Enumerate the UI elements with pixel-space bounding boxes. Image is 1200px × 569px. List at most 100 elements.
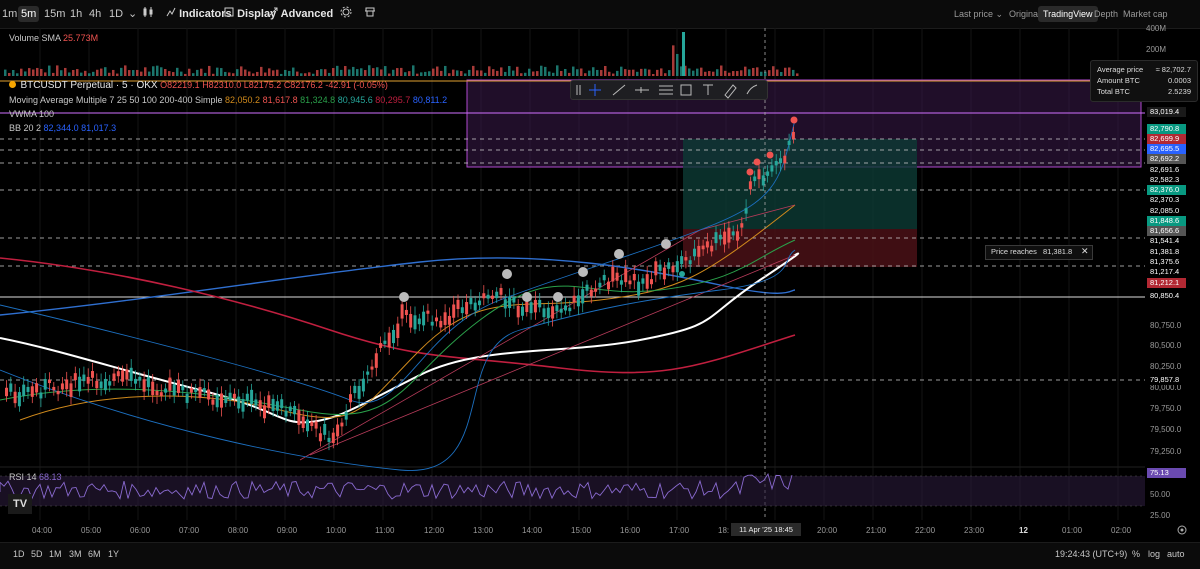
ma-legend[interactable]: Moving Average Multiple 7 25 50 100 200-… [9,95,448,105]
candle-body [228,392,232,400]
price-label: 81,541.4 [1147,236,1186,246]
volume-bar [344,66,347,76]
auto-toggle[interactable]: auto [1167,549,1185,559]
volume-bar [620,66,623,76]
volume-bar [596,69,599,76]
candle-body [396,323,400,339]
settings-gear-icon[interactable] [340,6,352,22]
time-tick: 21:00 [866,526,887,535]
volume-bar [536,71,539,76]
view-market-cap[interactable]: Market cap [1123,9,1168,19]
range-3m[interactable]: 3M [69,549,82,559]
candle-body [684,257,688,261]
candle-body [740,223,744,228]
percent-toggle[interactable]: % [1132,549,1141,559]
candle-body [731,231,735,236]
candle-body [224,397,228,403]
volume-bar [648,69,651,76]
range-6m[interactable]: 6M [88,549,101,559]
time-tick: 18: [718,526,730,535]
bb-legend[interactable]: BB 20 2 82,344.0 81,017.3 [9,123,117,133]
timeframe-4h[interactable]: 4h [89,8,102,20]
timeframe-1d[interactable]: 1D [109,8,124,20]
timeframe-1m[interactable]: 1m [2,8,18,20]
candle-body [748,181,752,190]
volume-bar [340,69,343,76]
close-icon[interactable]: ✕ [1081,246,1089,256]
view-original[interactable]: Original [1009,9,1041,19]
time-tick: 17:00 [669,526,690,535]
volume-bar [516,66,519,76]
time-tick: 15:00 [571,526,592,535]
volume-bar [124,65,127,76]
last-price-selector[interactable]: Last price ⌄ [954,9,1004,19]
template-icon[interactable] [364,6,376,22]
volume-legend[interactable]: Volume SMA 25.773M [9,33,99,43]
volume-bar [684,65,687,76]
candle-body [779,158,782,164]
candle-body [757,169,761,180]
chart-settings-icon[interactable] [1176,524,1188,536]
volume-bar [724,70,727,76]
range-1y[interactable]: 1Y [108,549,120,559]
candle-body [766,171,770,176]
volume-bar [280,73,283,76]
candle-body [60,383,64,390]
timeframe-15m[interactable]: 15m [44,8,66,20]
volume-bar [364,70,367,76]
candle-body [82,374,86,382]
log-toggle[interactable]: log [1148,549,1161,559]
view-tradingview[interactable]: TradingView [1038,6,1098,22]
volume-bar [356,69,359,76]
volume-bar [260,66,263,76]
candle-body [783,155,787,164]
volume-bar [588,70,591,76]
price-tick: 80,000.0 [1150,383,1182,392]
buy-marker [679,271,685,277]
price-label: 82,376.0 [1147,185,1186,195]
fib-icon [659,85,673,95]
candle-body [615,272,619,281]
candle-body [512,296,516,303]
candle-body [336,424,340,437]
candle-body [288,406,292,412]
candle-body [138,376,142,381]
volume-bar [592,67,595,76]
candle-body [142,379,146,392]
timeframe-5m[interactable]: 5m [18,6,40,22]
volume-bar [616,70,619,76]
candle-body [701,245,705,250]
volume-bar [552,72,555,76]
candlesticks [5,126,795,451]
volume-bar [476,70,479,76]
candle-body [5,387,8,397]
long-position-profit-zone [683,139,917,229]
range-5d[interactable]: 5D [31,549,43,559]
range-1m[interactable]: 1M [49,549,62,559]
candle-body [675,261,679,273]
display-button[interactable]: Display [224,6,276,22]
candle-body [727,227,731,243]
volume-bar [480,70,483,76]
vwma-legend[interactable]: VWMA 100 [9,109,55,119]
view-depth[interactable]: Depth [1094,9,1119,19]
volume-bar [92,71,95,76]
volume-bar [320,69,323,76]
timeframe-dropdown-icon[interactable]: ⌄ [128,8,138,20]
chart-type-icon[interactable] [142,6,154,22]
candle-body [473,302,477,311]
advanced-button[interactable]: Advanced [268,6,333,22]
range-1d[interactable]: 1D [13,549,25,559]
candle-body [177,380,180,393]
volume-bar [548,71,551,76]
indicators-button[interactable]: Indicators [166,6,232,22]
timeframe-1h[interactable]: 1h [70,8,83,20]
rsi-legend[interactable]: RSI 14 68.13 [9,472,62,482]
volume-bar [240,66,243,76]
candle-body [564,305,567,311]
symbol-legend[interactable]: BTCUSDT Perpetual · 5 · OKX O82219.1 H82… [9,80,388,91]
volume-bar [736,71,739,76]
price-alert-label[interactable]: Price reaches 81,381.8 ✕ [985,245,1093,260]
candle-body [774,161,778,166]
volume-bar [108,72,111,76]
